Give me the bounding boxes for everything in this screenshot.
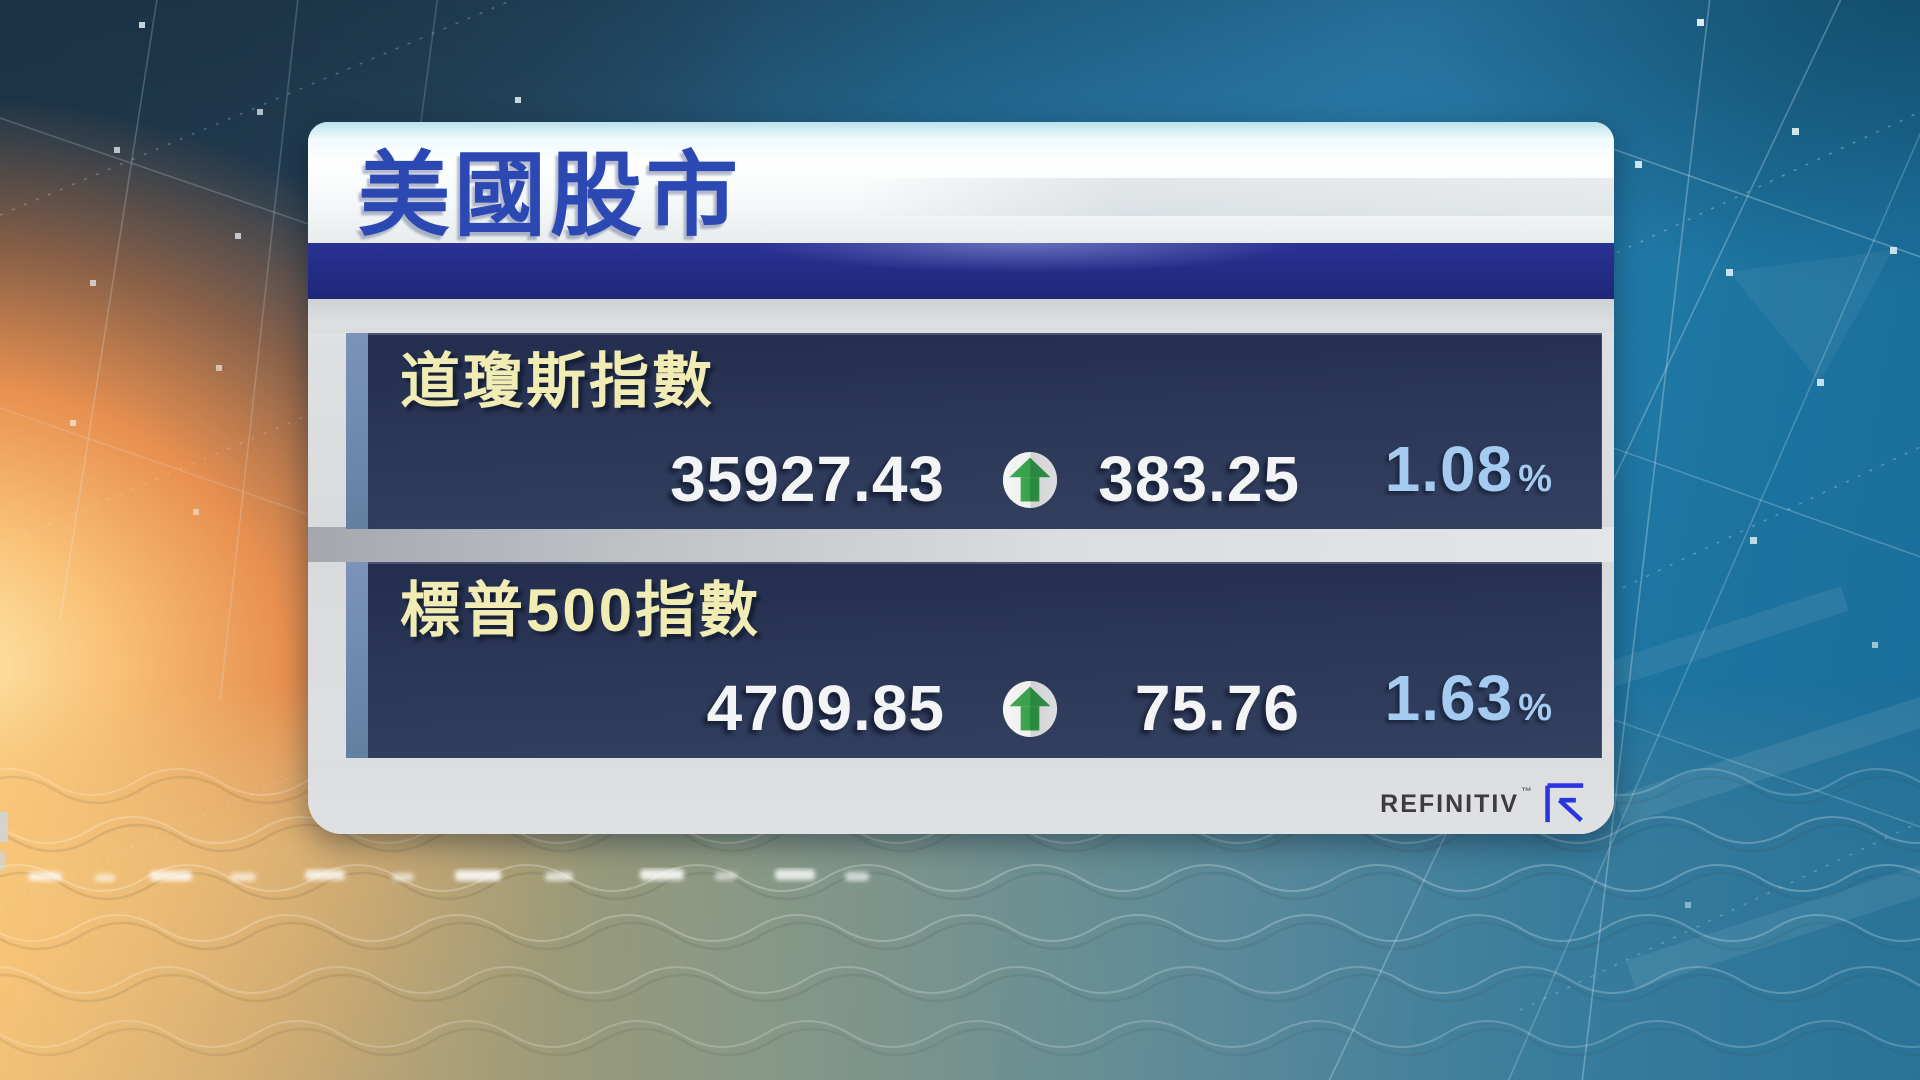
row-gap-shadow — [308, 527, 1614, 562]
index-change-percent: 1.08% — [1312, 433, 1552, 515]
index-change: 383.25 — [1098, 443, 1300, 515]
market-board-panel: 美國股市 道瓊斯指數 35927.43 — [308, 122, 1614, 834]
panel-header: 美國股市 — [308, 122, 1614, 247]
row-accent-stripe — [346, 333, 368, 529]
data-attribution: REFINITIV ™ — [1380, 782, 1586, 826]
up-arrow-icon — [1002, 451, 1058, 509]
index-name: 標普500指數 — [400, 577, 762, 644]
brand-name: REFINITIV — [1380, 789, 1519, 818]
percent-value: 1.63 — [1384, 662, 1514, 734]
index-figures: 4709.85 75.76 1.63% — [368, 662, 1552, 744]
header-reflection — [856, 178, 1614, 216]
percent-sign: % — [1518, 458, 1552, 500]
index-figures: 35927.43 — [368, 433, 1552, 515]
percent-value: 1.08 — [1384, 433, 1514, 505]
video-artifact — [0, 812, 8, 842]
up-arrow-icon — [1002, 680, 1058, 738]
index-last-value: 35927.43 — [670, 443, 945, 515]
trademark-symbol: ™ — [1521, 786, 1532, 798]
index-last-value: 4709.85 — [706, 672, 945, 744]
row-gap — [308, 299, 1614, 333]
page-title: 美國股市 — [358, 145, 743, 247]
index-row-sp500: 標普500指數 4709.85 75.76 1.63% — [346, 562, 1602, 758]
title-underline-band — [308, 243, 1614, 299]
index-change-percent: 1.63% — [1312, 662, 1552, 744]
refinitiv-logo-icon — [1542, 781, 1586, 828]
index-change: 75.76 — [1134, 672, 1300, 744]
row-accent-stripe — [346, 562, 368, 758]
index-row-dow-jones: 道瓊斯指數 35927.43 — [346, 333, 1602, 529]
index-name: 道瓊斯指數 — [400, 348, 715, 415]
video-artifact — [0, 852, 5, 870]
percent-sign: % — [1518, 687, 1552, 729]
panel-footer: REFINITIV ™ — [308, 758, 1614, 834]
